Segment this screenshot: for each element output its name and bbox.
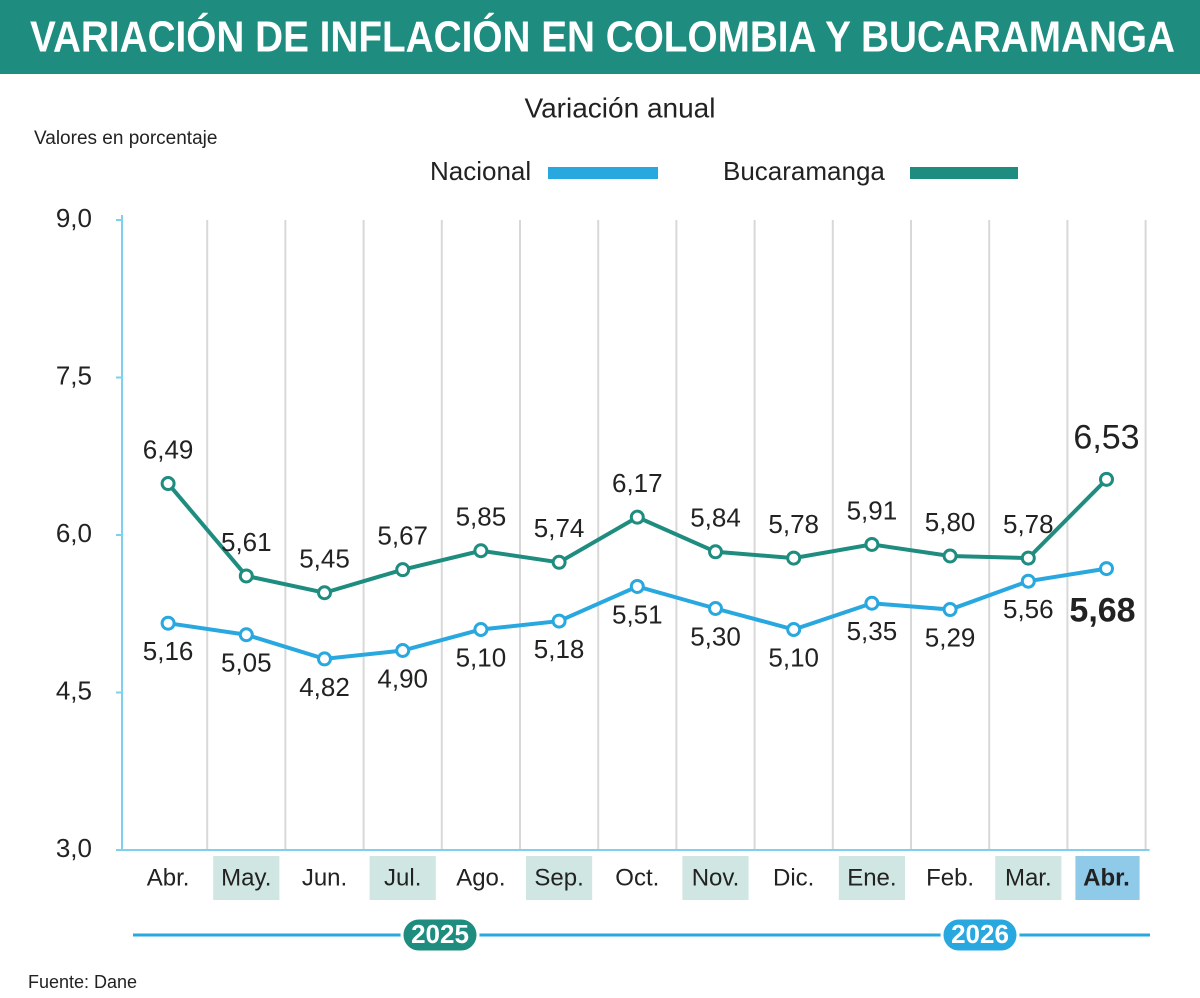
- x-tick-label: Jul.: [384, 864, 421, 891]
- data-label: 6,17: [612, 468, 663, 498]
- data-point: [551, 554, 567, 570]
- x-tick-label: Mar.: [1005, 864, 1052, 891]
- data-label: 5,61: [221, 527, 272, 557]
- data-point: [395, 643, 411, 658]
- legend-label: Nacional: [430, 156, 531, 186]
- data-label: 5,84: [690, 503, 741, 533]
- x-tick-label: May.: [221, 864, 271, 891]
- data-point: [473, 622, 489, 637]
- legend-label: Bucaramanga: [723, 156, 885, 186]
- header-bar: [0, 0, 1200, 74]
- x-tick-label: Abr.: [1083, 864, 1130, 891]
- chart-subtitle: Variación anual: [525, 92, 716, 123]
- data-label: 5,78: [1003, 509, 1054, 539]
- data-label: 6,53: [1073, 418, 1139, 456]
- data-point: [395, 562, 411, 578]
- category-band: [995, 856, 1062, 900]
- x-tick-label: Sep.: [534, 864, 583, 891]
- category-band: [369, 856, 436, 900]
- chart-title: VARIACIÓN DE INFLACIÓN EN COLOMBIA Y BUC…: [30, 12, 1175, 62]
- data-label: 6,49: [143, 434, 194, 464]
- data-label: 5,56: [1003, 594, 1054, 624]
- year-label: 2026: [951, 919, 1009, 949]
- data-point: [942, 548, 958, 564]
- data-point: [942, 602, 958, 618]
- data-label: 4,82: [299, 672, 350, 702]
- x-tick-label: Ene.: [847, 864, 896, 891]
- data-point: [160, 615, 176, 631]
- source: Fuente: Dane: [28, 972, 137, 992]
- data-label: 5,67: [377, 521, 428, 551]
- data-label: 5,78: [768, 509, 819, 539]
- data-label: 5,29: [925, 622, 976, 652]
- data-point: [317, 651, 332, 667]
- year-pill: [400, 916, 480, 954]
- data-label: 5,35: [847, 616, 898, 646]
- data-point: [629, 509, 645, 525]
- data-point: [473, 543, 489, 559]
- data-point: [864, 536, 880, 552]
- category-band: [838, 856, 905, 900]
- y-tick-label: 4,5: [56, 675, 92, 705]
- data-label: 5,91: [847, 495, 898, 525]
- x-tick-label: Ago.: [456, 864, 505, 891]
- data-point: [629, 578, 645, 594]
- data-label: 5,68: [1069, 592, 1135, 630]
- data-point: [708, 601, 723, 616]
- x-tick-label: Nov.: [692, 864, 740, 891]
- category-band: [213, 856, 280, 900]
- data-point: [238, 568, 254, 584]
- data-point: [1099, 561, 1114, 577]
- data-point: [1099, 471, 1114, 487]
- y-tick-label: 9,0: [56, 203, 92, 233]
- category-band: [682, 856, 749, 900]
- x-tick-label: Abr.: [147, 864, 190, 891]
- x-tick-label: Oct.: [615, 864, 659, 891]
- data-label: 5,05: [221, 648, 272, 678]
- y-axis-label: Valores en porcentaje: [34, 128, 217, 149]
- data-label: 5,51: [612, 599, 663, 629]
- data-point: [708, 544, 723, 560]
- data-label: 5,74: [534, 513, 585, 543]
- data-label: 5,16: [143, 636, 194, 666]
- data-point: [238, 627, 254, 643]
- y-tick-label: 7,5: [56, 360, 92, 390]
- x-tick-label: Jun.: [302, 864, 347, 891]
- data-point: [317, 585, 332, 601]
- data-label: 5,10: [456, 642, 507, 672]
- data-label: 5,10: [768, 642, 819, 672]
- data-point: [551, 613, 567, 629]
- data-point: [160, 476, 176, 492]
- category-band: [526, 856, 593, 900]
- data-label: 5,45: [299, 544, 350, 574]
- year-pill: [940, 916, 1020, 954]
- data-label: 5,18: [534, 634, 585, 664]
- data-label: 5,85: [456, 502, 507, 532]
- data-point: [1020, 573, 1036, 589]
- data-point: [786, 550, 802, 566]
- y-tick-label: 3,0: [56, 833, 92, 863]
- data-point: [786, 622, 802, 637]
- category-highlight: [1075, 856, 1140, 900]
- data-label: 5,80: [925, 507, 976, 537]
- data-point: [1020, 550, 1036, 566]
- year-label: 2025: [411, 919, 469, 949]
- y-tick-label: 6,0: [56, 518, 92, 548]
- data-point: [864, 595, 880, 611]
- x-tick-label: Dic.: [773, 864, 814, 891]
- x-tick-label: Feb.: [926, 864, 974, 891]
- data-label: 4,90: [377, 663, 428, 693]
- data-label: 5,30: [690, 621, 741, 651]
